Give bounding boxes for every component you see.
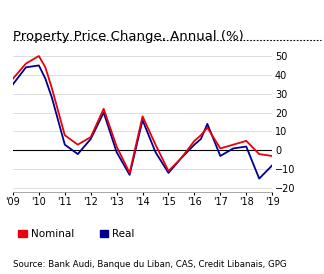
Real: [128, 173, 132, 176]
Real: [270, 164, 274, 167]
Real: [141, 118, 145, 122]
Real: [37, 64, 41, 67]
Real: [192, 143, 196, 146]
Real: [154, 150, 157, 154]
Real: [11, 83, 15, 86]
Real: [43, 77, 47, 80]
Nominal: [128, 171, 132, 175]
Nominal: [11, 77, 15, 80]
Nominal: [63, 134, 67, 137]
Nominal: [257, 152, 261, 156]
Real: [218, 154, 222, 158]
Real: [24, 66, 28, 69]
Legend: Nominal, Real: Nominal, Real: [18, 229, 135, 239]
Nominal: [218, 147, 222, 150]
Nominal: [167, 169, 170, 173]
Nominal: [192, 139, 196, 142]
Real: [199, 137, 203, 141]
Nominal: [244, 139, 248, 142]
Nominal: [76, 143, 80, 146]
Nominal: [50, 86, 54, 90]
Text: Property Price Change, Annual (%): Property Price Change, Annual (%): [13, 30, 244, 43]
Real: [115, 150, 119, 154]
Nominal: [179, 156, 183, 159]
Nominal: [89, 135, 93, 139]
Nominal: [270, 154, 274, 158]
Nominal: [115, 145, 119, 148]
Real: [231, 147, 235, 150]
Real: [50, 96, 54, 99]
Real: [205, 122, 209, 125]
Nominal: [43, 66, 47, 69]
Nominal: [231, 143, 235, 146]
Nominal: [141, 115, 145, 118]
Nominal: [205, 126, 209, 129]
Nominal: [37, 54, 41, 58]
Text: Source: Bank Audi, Banque du Liban, CAS, Credit Libanais, GPG: Source: Bank Audi, Banque du Liban, CAS,…: [13, 259, 287, 269]
Real: [89, 137, 93, 141]
Real: [63, 143, 67, 146]
Nominal: [102, 107, 106, 110]
Nominal: [154, 143, 157, 146]
Real: [102, 111, 106, 114]
Real: [257, 177, 261, 180]
Real: [179, 156, 183, 159]
Nominal: [199, 134, 203, 137]
Line: Nominal: Nominal: [13, 56, 272, 173]
Real: [76, 152, 80, 156]
Nominal: [24, 62, 28, 65]
Real: [244, 145, 248, 148]
Line: Real: Real: [13, 65, 272, 179]
Real: [167, 171, 170, 175]
